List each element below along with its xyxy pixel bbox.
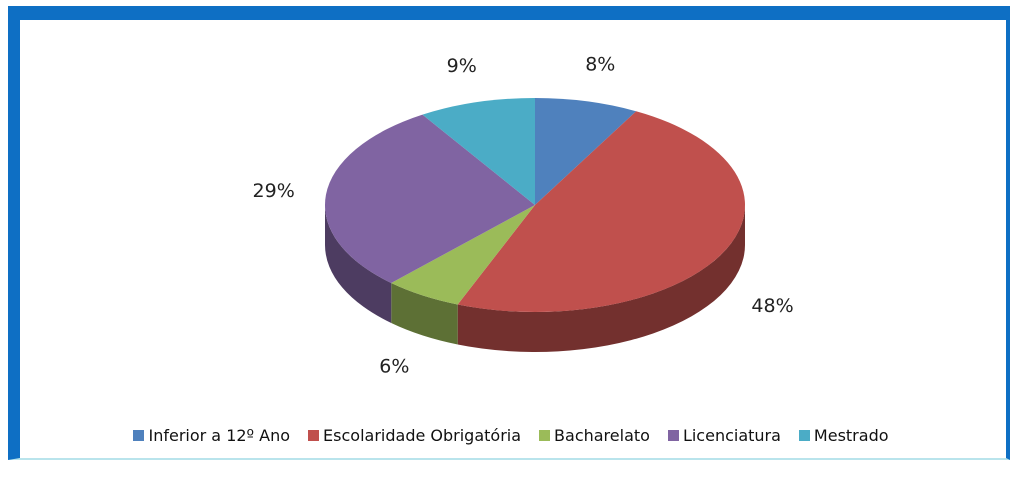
legend-item: Escolaridade Obrigatória (308, 426, 521, 445)
legend-swatch (667, 430, 679, 441)
legend-item: Inferior a 12º Ano (133, 426, 290, 445)
legend-label: Inferior a 12º Ano (148, 426, 291, 445)
legend-item: Bacharelato (539, 426, 650, 445)
frame (8, 6, 1010, 460)
legend: Inferior a 12º Ano Escolaridade Obrigatór… (0, 426, 1022, 445)
pie-tops (325, 98, 746, 312)
data-label: 6% (379, 355, 409, 377)
pie-slice (391, 205, 535, 305)
legend-swatch (133, 430, 145, 441)
legend-label: Escolaridade Obrigatória (323, 426, 522, 445)
data-label: 48% (751, 295, 793, 317)
legend-swatch (308, 430, 320, 441)
pie-sides (325, 205, 745, 352)
legend-swatch (798, 430, 810, 441)
data-label: 9% (447, 55, 477, 77)
legend-item: Mestrado (798, 426, 889, 445)
pie-slice (422, 98, 535, 205)
legend-label: Bacharelato (554, 426, 650, 445)
pie-slice (457, 111, 746, 312)
legend-label: Licenciatura (682, 426, 781, 445)
pie-side (457, 205, 745, 352)
pie-slice (535, 98, 637, 205)
legend-label: Mestrado (813, 426, 889, 445)
data-label: 8% (585, 54, 615, 76)
data-label: 29% (253, 180, 295, 202)
legend-swatch (539, 430, 551, 441)
pie-side (391, 282, 458, 345)
pie-side (325, 205, 392, 323)
legend-item: Licenciatura (667, 426, 781, 445)
pie-slice (325, 114, 535, 283)
